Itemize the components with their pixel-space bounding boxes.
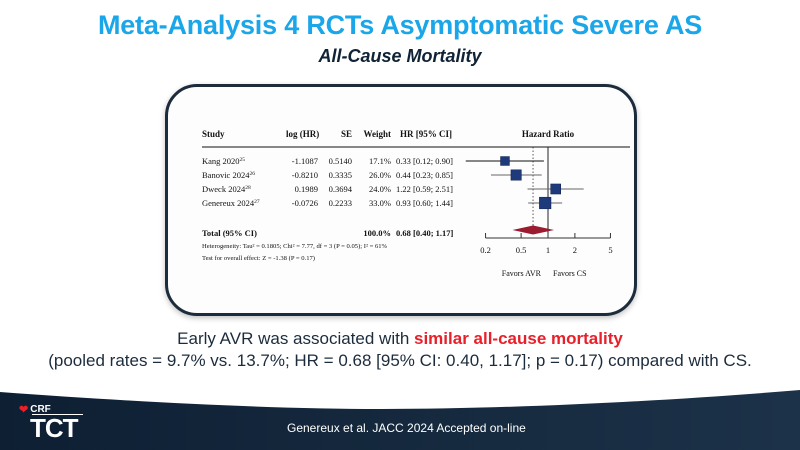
study-weight: 26.0% [369, 170, 391, 180]
study-estimate-square [550, 183, 562, 195]
heterogeneity-text: Heterogeneity: Tau² = 0.1805; Chi² = 7.7… [202, 243, 388, 250]
x-axis-tick-label: 1 [546, 245, 550, 255]
favors-cs-label: Favors CS [553, 269, 587, 278]
study-hr-ci: 0.93 [0.60; 1.44] [396, 198, 453, 208]
citation: Genereux et al. JACC 2024 Accepted on-li… [287, 421, 526, 435]
overall-effect-text: Test for overall effect: Z = -1.38 (P = … [202, 255, 315, 262]
pooled-estimate-diamond [512, 225, 555, 235]
study-reference: 28 [245, 185, 251, 191]
crf-logo-text: CRF [30, 404, 51, 415]
study-weight: 24.0% [369, 184, 391, 194]
heart-icon: ❤ [19, 404, 29, 416]
study-reference: 25 [240, 157, 246, 163]
x-axis-tick-label: 5 [608, 245, 612, 255]
study-hr-ci: 1.22 [0.59; 2.51] [396, 184, 453, 194]
study-loghr: -0.8210 [292, 170, 318, 180]
total-hr: 0.68 [0.40; 1.17] [396, 228, 454, 238]
total-weight: 100.0% [363, 228, 391, 238]
study-se: 0.5140 [329, 156, 352, 166]
study-name: Dweck 202428 [202, 184, 251, 194]
favors-avr-label: Favors AVR [502, 269, 542, 278]
summary-line-1: Early AVR was associated with similar al… [0, 328, 800, 350]
summary-line-2: (pooled rates = 9.7% vs. 13.7%; HR = 0.6… [48, 351, 752, 370]
slide-title: Meta-Analysis 4 RCTs Asymptomatic Severe… [97, 10, 703, 40]
header-study: Study [202, 129, 225, 139]
study-estimate-square [539, 196, 552, 210]
study-hr-ci: 0.33 [0.12; 0.90] [396, 156, 453, 166]
study-se: 0.2233 [329, 198, 352, 208]
slide-subtitle: All-Cause Mortality [318, 46, 482, 66]
summary-line-1-text: Early AVR was associated with [177, 329, 414, 348]
x-axis-tick-label: 0.2 [480, 245, 491, 255]
study-reference: 27 [254, 199, 260, 205]
total-label: Total (95% CI) [202, 228, 257, 238]
header-loghr: log (HR) [286, 129, 319, 139]
study-weight: 17.1% [369, 156, 391, 166]
study-loghr: 0.1989 [295, 184, 318, 194]
header-hazard-ratio: Hazard Ratio [522, 129, 575, 139]
study-se: 0.3694 [329, 184, 353, 194]
study-se: 0.3335 [329, 170, 352, 180]
x-axis-tick-label: 2 [573, 245, 577, 255]
study-loghr: -0.0726 [292, 198, 318, 208]
study-name: Genereux 202427 [202, 198, 260, 208]
forest-plot-card [165, 84, 637, 316]
study-name: Banovic 202426 [202, 170, 255, 180]
study-hr-ci: 0.44 [0.23; 0.85] [396, 170, 453, 180]
study-estimate-square [510, 169, 522, 181]
header-hr: HR [95% CI] [400, 129, 452, 139]
study-name: Kang 202025 [202, 156, 245, 166]
tct-logo: TCT [30, 413, 79, 443]
logo-divider [32, 414, 83, 415]
study-weight: 33.0% [369, 198, 391, 208]
study-reference: 26 [249, 171, 255, 177]
study-estimate-square [500, 156, 510, 166]
header-se: SE [341, 129, 352, 139]
footer-wave [0, 390, 800, 450]
header-weight: Weight [363, 129, 391, 139]
summary-highlight: similar all-cause mortality [414, 329, 623, 348]
crf-logo: ❤ CRF [19, 403, 51, 416]
x-axis-tick-label: 0.5 [516, 245, 527, 255]
study-loghr: -1.1087 [292, 156, 318, 166]
summary-text: Early AVR was associated with similar al… [0, 328, 800, 372]
